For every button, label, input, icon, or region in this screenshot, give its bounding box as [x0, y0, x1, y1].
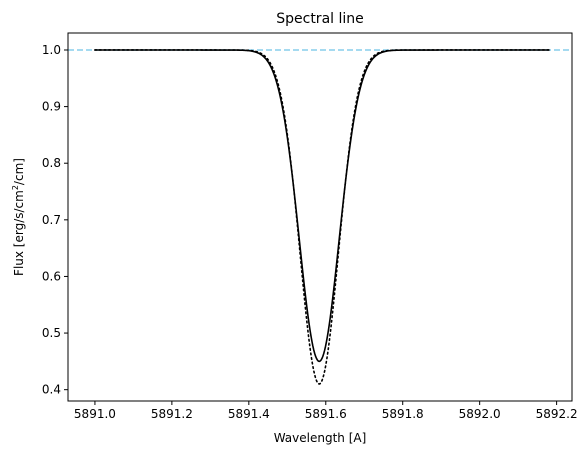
y-axis-label-main: Flux [erg/s/cm — [12, 190, 26, 276]
y-tick-label: 0.9 — [42, 100, 61, 114]
x-tick-label: 5891.6 — [305, 407, 347, 421]
x-tick-label: 5891.8 — [382, 407, 424, 421]
series-line-dotted — [94, 49, 550, 385]
y-axis-ticks: 0.4 0.5 0.6 0.7 0.8 0.9 1.0 — [42, 43, 68, 397]
y-tick-label: 0.6 — [42, 269, 61, 283]
x-axis-ticks: 5891.0 5891.2 5891.4 5891.6 5891.8 5892.0 5892… — [74, 401, 578, 421]
y-axis-label-tail: /cm] — [12, 158, 26, 185]
x-tick-label: 5891.4 — [228, 407, 270, 421]
y-tick-label: 0.7 — [42, 213, 61, 227]
plot-frame — [67, 32, 573, 402]
plot-area — [67, 32, 573, 402]
y-axis-label: Flux [erg/s/cm2/cm] — [11, 158, 26, 276]
x-axis-label: Wavelength [A] — [274, 431, 367, 445]
y-tick-label: 0.4 — [42, 383, 61, 397]
y-axis-label-superscript: 2 — [11, 185, 20, 190]
x-tick-label: 5892.0 — [459, 407, 501, 421]
y-tick-label: 0.5 — [42, 326, 61, 340]
series-line-solid — [94, 49, 550, 363]
chart-title: Spectral line — [276, 11, 364, 27]
y-tick-label: 1.0 — [42, 43, 61, 57]
y-tick-label: 0.8 — [42, 156, 61, 170]
x-tick-label: 5891.2 — [151, 407, 193, 421]
x-tick-label: 5891.0 — [74, 407, 116, 421]
x-tick-label: 5892.2 — [536, 407, 578, 421]
